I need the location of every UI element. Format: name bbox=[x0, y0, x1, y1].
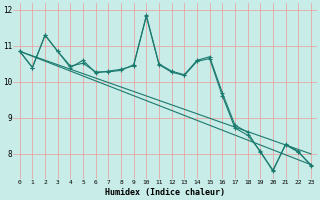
X-axis label: Humidex (Indice chaleur): Humidex (Indice chaleur) bbox=[105, 188, 225, 197]
